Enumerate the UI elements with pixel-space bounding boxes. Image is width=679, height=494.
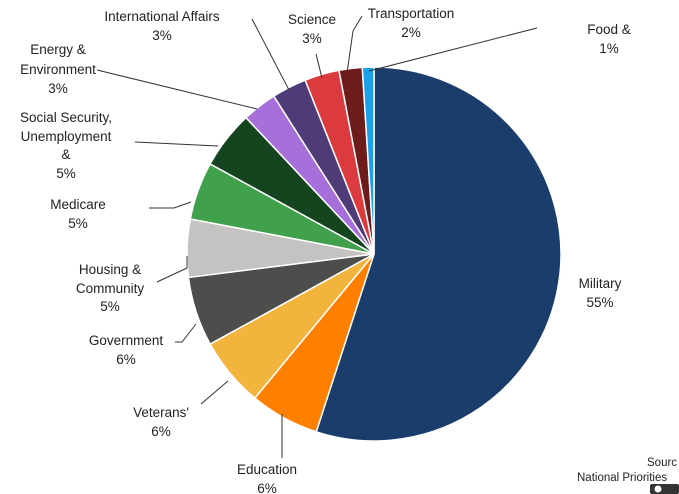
slice-percent-7: 5% [56,166,76,181]
leader-line-3 [200,380,229,405]
slice-percent-6: 5% [68,216,88,231]
source-line-1: Sourc [647,457,677,469]
leader-line-7 [134,141,219,147]
leader-line-11 [346,15,363,74]
pie-slice-12 [361,66,375,255]
slice-label-6: Medicare [50,197,106,212]
slice-percent-3: 6% [151,424,171,439]
pie-slices [186,66,562,442]
slice-label-12: Food & [587,22,631,37]
license-badge [650,484,679,494]
leader-line-8 [96,69,258,110]
slice-percent-4: 6% [116,352,136,367]
slice-label-2: Education [237,462,297,477]
slice-percent-10: 3% [302,31,322,46]
slice-label-3: Veterans' [133,405,189,420]
slice-label-9: International Affairs [104,9,220,24]
source-line-2: National Priorities [577,472,667,484]
slice-percent-9: 3% [152,28,172,43]
leader-line-6 [149,201,192,209]
slice-labels: Military 55% Education 6% Veterans' 6% Governm… [20,6,631,494]
slice-label-11: Transportation [368,6,455,21]
leader-line-4 [175,323,197,343]
slice-percent-5: 5% [100,299,120,314]
slice-label-7: Social Security, [20,110,112,125]
pie-slice-1 [315,66,562,442]
slice-label-5: Community [76,281,145,296]
slice-percent-2: 6% [257,481,277,494]
slice-percent-8: 3% [48,81,68,96]
slice-label-1: Military [579,276,622,291]
slice-label-7: & [61,147,70,162]
leader-line-9 [251,18,290,91]
leader-line-10 [315,53,323,79]
slice-label-4: Government [89,333,164,348]
leader-lines [96,15,538,458]
slice-label-7: Unemployment [21,129,112,144]
slice-label-8: Environment [20,62,96,77]
slice-percent-1: 55% [586,295,613,310]
slice-percent-11: 2% [401,25,421,40]
slice-label-5: Housing & [79,262,141,277]
leader-line-12 [368,27,538,72]
slice-percent-12: 1% [599,41,619,56]
slice-label-10: Science [288,12,336,27]
leader-line-5 [156,256,188,283]
slice-label-8: Energy & [30,42,86,57]
